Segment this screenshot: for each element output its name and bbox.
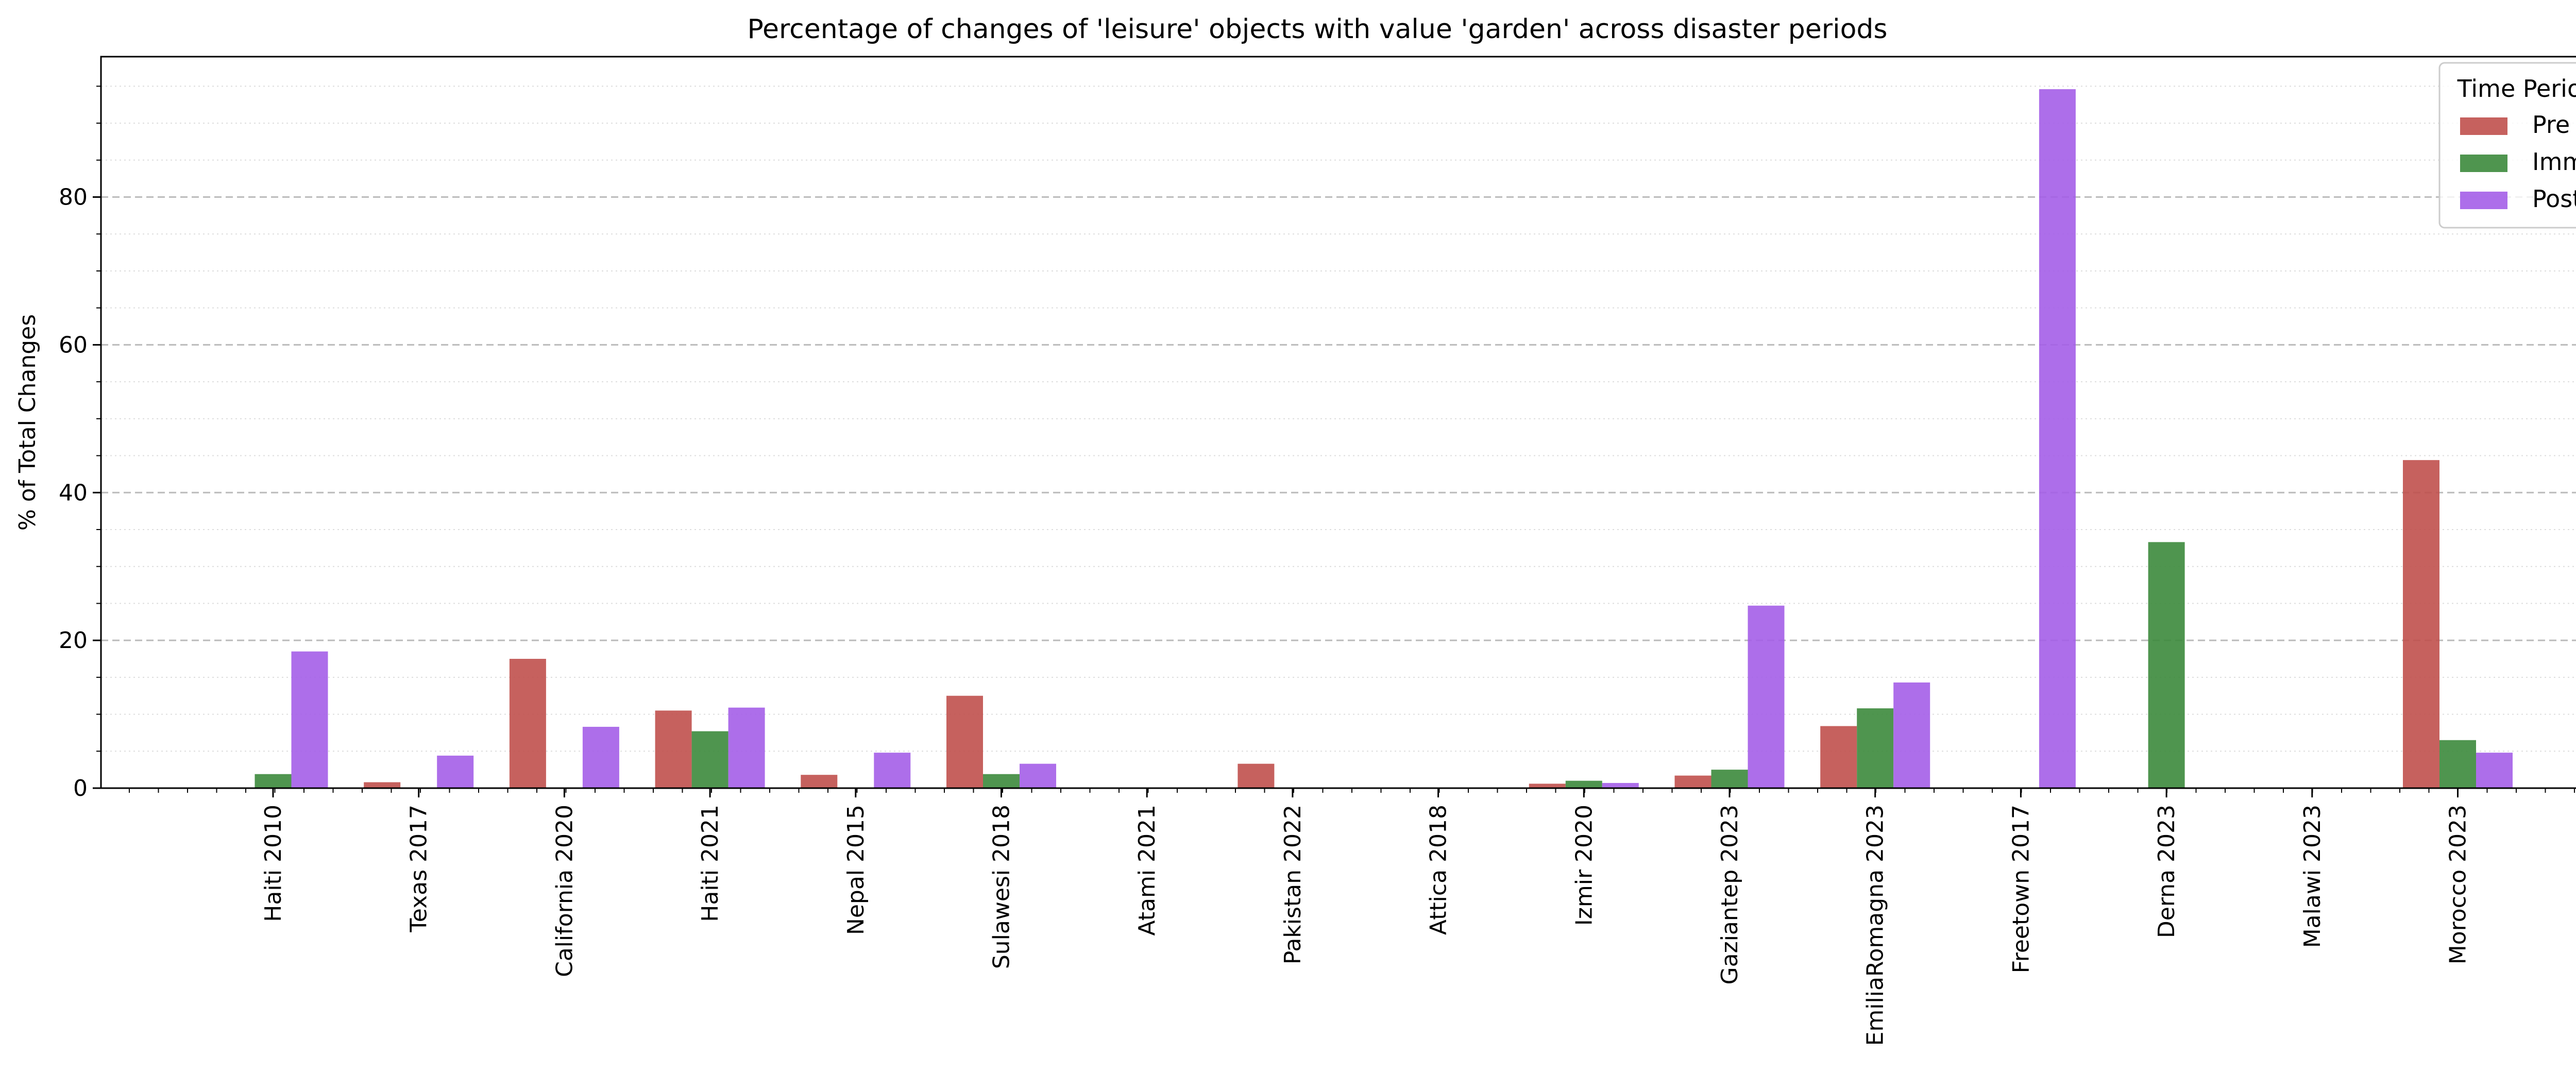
x-tick-label: Pakistan 2022 [1280,805,1306,964]
bar-imm [2439,740,2476,788]
x-tick-label: Morocco 2023 [2445,805,2471,964]
legend-swatch-pre [2460,117,2507,135]
x-tick-label: Haiti 2010 [260,805,286,922]
bar-pre [1820,726,1857,788]
bar-imm [255,774,292,788]
x-tick-label: Nepal 2015 [843,805,869,935]
x-tick-label: Derna 2023 [2154,805,2180,938]
bar-post [1602,782,1639,788]
bar-pre [509,658,546,788]
bar-imm [1565,780,1602,788]
bar-post [728,707,765,788]
bar-pre [1674,775,1711,788]
y-tick-label: 20 [59,627,88,654]
x-tick-label: Texas 2017 [406,805,432,933]
bar-imm [1857,708,1894,788]
y-tick-label: 40 [59,480,88,506]
y-tick-label: 0 [73,775,88,802]
bar-pre [2403,460,2439,788]
legend-title: Time Period [2457,75,2576,103]
x-tick-label: Attica 2018 [1426,805,1452,935]
bar-post [2039,89,2076,789]
bar-post [582,726,619,788]
bar-pre [655,710,692,788]
x-tick-label: Freetown 2017 [2008,805,2034,973]
y-tick-label: 80 [59,184,88,211]
bar-post [437,755,474,788]
y-axis-label: % of Total Changes [14,314,41,531]
x-tick-label: Atami 2021 [1134,805,1160,936]
legend: Time Period Pre Imm Post [2438,62,2576,229]
bar-post [874,753,911,788]
plot-frame [100,56,2576,789]
legend-label-pre: Pre [2532,111,2570,139]
bars [255,89,2513,789]
chart-title: Percentage of changes of 'leisure' objec… [747,14,1887,45]
bar-imm [691,731,728,788]
bar-imm [2148,542,2185,788]
legend-swatch-post [2460,192,2507,209]
bar-pre [946,695,983,788]
x-tick-label: EmiliaRomagna 2023 [1862,805,1889,1046]
legend-swatch-imm [2460,155,2507,172]
bar-pre [364,782,401,788]
bar-post [1748,605,1785,788]
x-tick-label: Sulawesi 2018 [989,805,1015,969]
bar-pre [1529,784,1566,788]
bar-imm [1711,770,1748,788]
bar-pre [1238,763,1275,788]
bar-post [2476,753,2513,788]
x-tick-label: Haiti 2021 [697,805,723,922]
bar-imm [983,774,1020,788]
bar-post [1020,763,1056,788]
x-tick-label: Gaziantep 2023 [1717,805,1743,984]
bar-pre [801,775,838,788]
bar-post [291,651,328,788]
legend-label-imm: Imm [2532,148,2576,176]
x-tick-label: Malawi 2023 [2299,805,2326,948]
x-tick-label: California 2020 [551,805,578,977]
x-tick-label: Izmir 2020 [1571,805,1597,926]
grid-lines [101,86,2576,752]
bar-post [1893,682,1930,788]
y-tick-label: 60 [59,332,88,358]
legend-label-post: Post [2532,185,2576,213]
axis-ticks: 0 20 40 60 80 Haiti 2010 Texas 2017 California … [59,86,2575,1046]
legend-box [2438,62,2576,229]
